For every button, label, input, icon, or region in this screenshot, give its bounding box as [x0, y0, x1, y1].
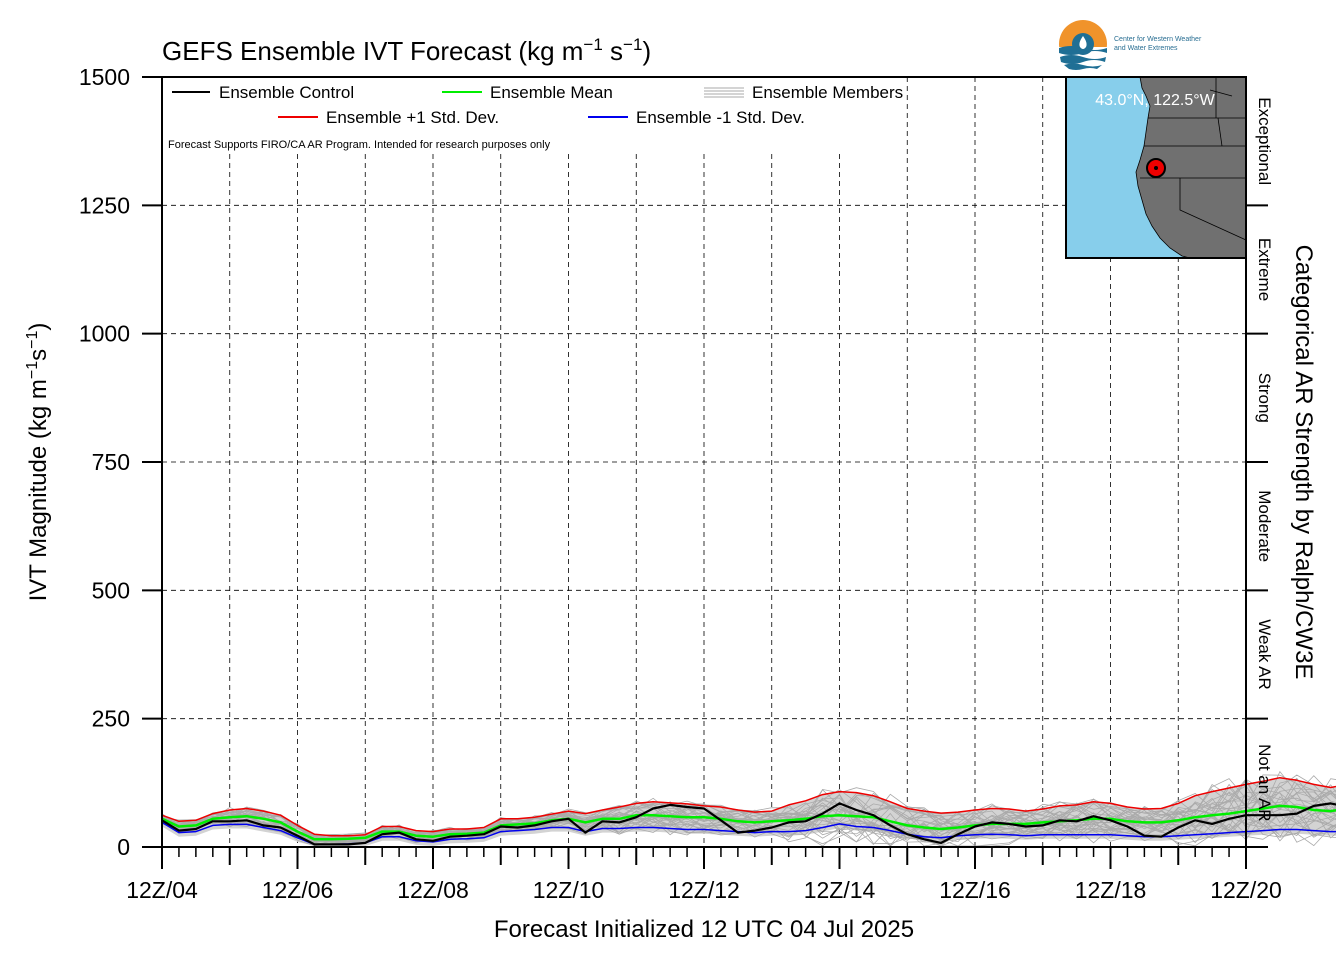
- ensemble-members: [161, 770, 1336, 847]
- logo-line-1: Center for Western Weather: [1114, 36, 1202, 43]
- y-axis-label: IVT Magnitude (kg m−1s−1): [24, 323, 52, 602]
- ensemble-member-line: [161, 789, 1336, 839]
- map-state-borders: [1140, 77, 1247, 241]
- research-note: Forecast Supports FIRO/CA AR Program. In…: [168, 139, 551, 151]
- category-label: Strong: [1255, 373, 1274, 423]
- minus-sd-line: [161, 821, 1336, 846]
- legend-plus-sd-label: Ensemble +1 Std. Dev.: [326, 108, 499, 127]
- y-tick-label: 500: [92, 577, 130, 603]
- axes: 0 250 500 750 1000 1250 1500 12Z/04 12Z/06 12Z/08…: [79, 64, 1282, 903]
- cw3e-logo: Center for Western Weather and Water Ext…: [1059, 20, 1202, 70]
- x-tick-label: 12Z/06: [262, 877, 334, 903]
- ensemble-control-line: [161, 802, 1336, 846]
- y-tick-label: 1000: [79, 321, 130, 347]
- map-coordinate-label: 43.0°N, 122.5°W: [1095, 92, 1215, 109]
- ensemble-member-line: [161, 805, 1336, 843]
- x-tick-label: 12Z/20: [1210, 877, 1282, 903]
- category-label: Exceptional: [1255, 97, 1274, 185]
- plus-sd-line: [161, 776, 1336, 837]
- category-label: Moderate: [1255, 490, 1274, 562]
- x-tick-label: 12Z/10: [533, 877, 605, 903]
- logo-line-2: and Water Extremes: [1114, 45, 1178, 52]
- x-tick-label: 12Z/08: [397, 877, 469, 903]
- x-tick-label: 12Z/14: [804, 877, 876, 903]
- ensemble-member-line: [161, 794, 1336, 841]
- x-tick-label: 12Z/12: [668, 877, 740, 903]
- category-label: Weak AR: [1255, 619, 1274, 690]
- category-label: Not an AR: [1255, 744, 1274, 822]
- map-frame: [1065, 76, 1247, 259]
- legend-minus-sd-label: Ensemble -1 Std. Dev.: [636, 108, 805, 127]
- y-tick-label: 0: [117, 834, 130, 860]
- inset-map: 43.0°N, 122.5°W: [1065, 76, 1247, 259]
- series-lines: [161, 776, 1336, 846]
- x-axis-label: Forecast Initialized 12 UTC 04 Jul 2025: [494, 916, 914, 943]
- ensemble-member-line: [161, 813, 1336, 846]
- y-tick-label: 1250: [79, 192, 130, 218]
- ar-strength-label: Categorical AR Strength by Ralph/CW3E: [1290, 245, 1317, 680]
- y-tick-label: 1500: [79, 64, 130, 90]
- x-tick-label: 12Z/04: [126, 877, 198, 903]
- legend-mean-label: Ensemble Mean: [490, 83, 613, 102]
- y-tick-label: 750: [92, 449, 130, 475]
- x-tick-label: 12Z/18: [1075, 877, 1147, 903]
- legend-members-label: Ensemble Members: [752, 83, 903, 102]
- location-marker-center: [1154, 166, 1158, 170]
- legend: Ensemble Control Ensemble Mean Ensemble …: [168, 83, 903, 151]
- legend-members-swatch: [704, 87, 744, 98]
- ensemble-member-line: [161, 796, 1336, 843]
- legend-control-label: Ensemble Control: [219, 83, 354, 102]
- x-tick-label: 12Z/16: [939, 877, 1011, 903]
- y-tick-label: 250: [92, 706, 130, 732]
- category-label: Extreme: [1255, 238, 1274, 301]
- ensemble-member-line: [161, 805, 1336, 847]
- chart-title: GEFS Ensemble IVT Forecast (kg m−1 s−1): [162, 35, 651, 66]
